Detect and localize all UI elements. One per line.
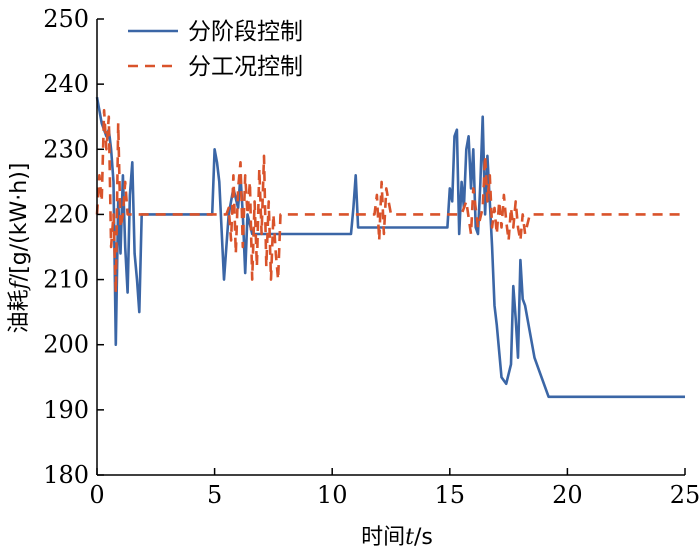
y-tick-label: 220: [43, 200, 89, 228]
y-axis-label: 油耗f/[g/(kW·h)]: [7, 163, 32, 334]
ticks: 0 5 10 15 20 25 180 190 200 210 220 230 240 250: [43, 5, 700, 509]
y-tick-label: 180: [43, 461, 89, 489]
axes: [96, 19, 685, 476]
x-tick-label: 15: [435, 481, 466, 509]
legend-label-condition-control: 分工况控制: [188, 54, 303, 80]
series-line-1: [95, 108, 685, 294]
y-tick-label: 230: [43, 135, 89, 163]
legend: 分阶段控制 分工况控制: [128, 19, 303, 80]
x-tick-label: 10: [317, 481, 348, 509]
x-tick-label: 25: [670, 481, 700, 509]
x-tick-label: 5: [207, 481, 222, 509]
series-line-0: [95, 96, 685, 399]
y-tick-label: 250: [43, 5, 89, 33]
x-axis-label: 时间t/s: [361, 525, 433, 550]
plot-lines: [95, 96, 685, 399]
x-tick-label: 0: [89, 481, 104, 509]
y-tick-label: 200: [43, 331, 89, 359]
y-tick-label: 210: [43, 266, 89, 294]
legend-label-staged-control: 分阶段控制: [188, 19, 303, 45]
y-tick-label: 240: [43, 70, 89, 98]
x-tick-label: 20: [552, 481, 583, 509]
y-tick-label: 190: [43, 396, 89, 424]
